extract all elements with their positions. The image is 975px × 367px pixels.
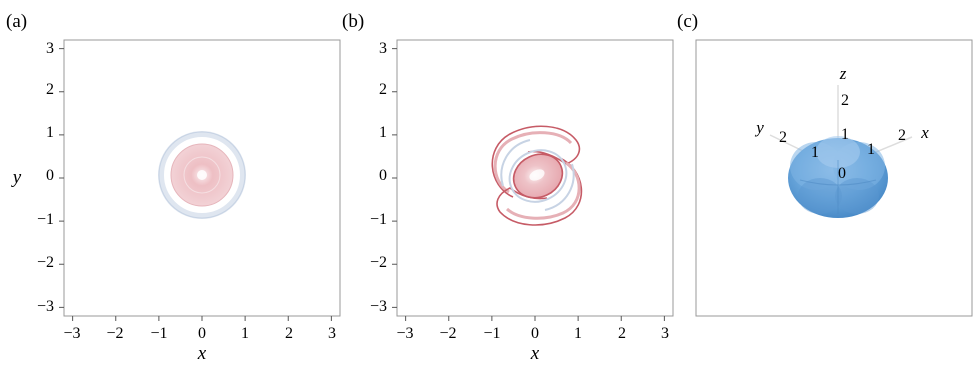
panel-c-label: (c) [677,11,698,32]
y-tick-label: 0 [46,167,54,184]
x-axis-label: x [197,343,207,364]
z-tick-label: 0 [838,165,846,182]
x-tick-label: −2 [106,325,123,342]
vortex-isosurface [788,136,888,218]
negative-filament [500,139,531,187]
y-tick-label: 2 [46,81,54,98]
vortex-field [158,131,246,219]
core-center [197,170,207,180]
z-axis-label: z [839,64,847,83]
y-tick-label: −2 [370,254,387,271]
x-tick-label: 3 [661,325,669,342]
vorticity-filament [491,125,581,198]
x-tick-label: 0 [531,325,539,342]
x-tick-label: 3 [328,325,336,342]
negative-ring [158,131,246,219]
panel-a-label: (a) [6,11,27,32]
y-tick-label: −2 [37,254,54,271]
z-tick-label: 1 [841,126,849,143]
y-axis-label: y [754,118,764,137]
tick-marks [392,48,665,321]
x-tick-label: 2 [285,325,293,342]
surface-lobe [816,136,860,168]
x-tick-label: 1 [241,325,249,342]
y-tick-label: 2 [779,129,787,146]
x-tick-label: −1 [150,325,167,342]
vorticity-filament [505,161,581,220]
z-tick-label: 2 [841,92,849,109]
y-tick-label: 0 [379,167,387,184]
tick-marks [59,48,332,321]
vorticity-filament [496,157,583,226]
x-tick-label: 0 [198,325,206,342]
core-contour [183,156,221,194]
vortex-field [491,125,583,226]
y-tick-label: −3 [37,298,54,315]
panel-a: (a) −3 −2 −1 0 1 2 3 3 2 1 0 −1 −2 −3 x … [6,11,341,364]
positive-core-halo [508,149,568,203]
y-tick-label: 3 [379,40,387,57]
panel-b: (b) −3 −2 −1 0 1 2 3 3 2 1 0 −1 −2 −3 x [342,11,674,364]
x-tick-label: 2 [898,127,906,144]
surface-lobe [798,178,842,214]
x-tick-label: −3 [63,325,80,342]
y-tick-label: 1 [811,144,819,161]
surface-crease [799,179,877,186]
y-tick-label: 1 [46,124,54,141]
negative-ring-edge [158,131,246,219]
x-axis-label: x [920,123,929,142]
x-tick-label: −3 [396,325,413,342]
core-center [529,169,545,181]
x-tick-label: 1 [867,141,875,158]
panel-c: (c) z 2 1 0 y 2 1 1 2 x [677,11,973,317]
y-axis-label: y [11,167,22,188]
y-tick-label: 2 [379,81,387,98]
x-tick-label: 1 [574,325,582,342]
y-tick-label: −1 [370,211,387,228]
x-tick-label: −2 [439,325,456,342]
negative-filament [544,163,575,211]
x-tick-label: 2 [618,325,626,342]
y-tick-label: −3 [370,298,387,315]
vorticity-filament [493,131,573,194]
y-tick-label: 1 [379,124,387,141]
x-axis-label: x [530,343,540,364]
y-tick-label: 3 [46,40,54,57]
panel-b-label: (b) [342,11,364,32]
surface-lobe [835,178,879,214]
x-tick-label: −1 [483,325,500,342]
y-tick-label: −1 [37,211,54,228]
